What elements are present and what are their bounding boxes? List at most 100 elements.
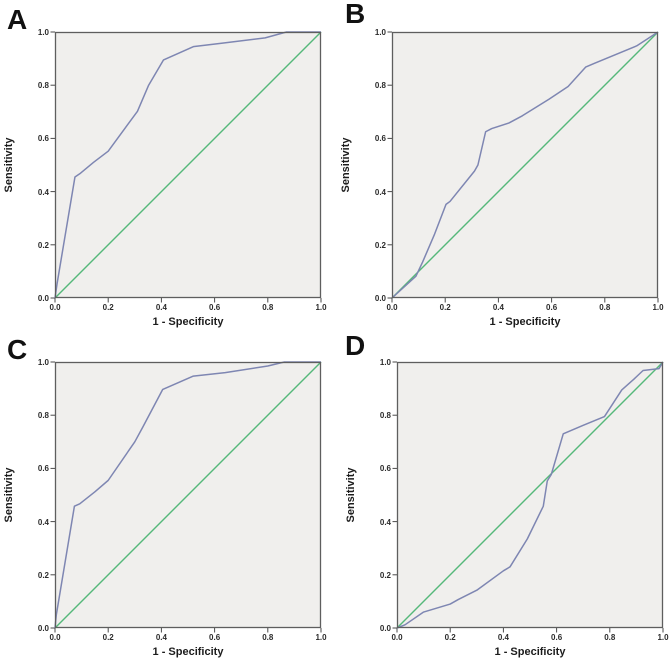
axis-tick-marks — [387, 31, 659, 303]
y-axis-ticks: 0.0 0.2 0.4 0.6 0.8 1.0 — [363, 358, 391, 633]
y-tick-label: 1.0 — [37, 28, 49, 37]
y-tick-label: 0.6 — [37, 134, 49, 144]
y-axis-title-text: Sensitivity — [345, 467, 357, 523]
panel-label: C — [7, 334, 28, 365]
x-axis-ticks: 0.0 0.2 0.4 0.6 0.8 1.0 — [386, 303, 663, 315]
y-axis-ticks: 0.0 0.2 0.4 0.6 0.8 1.0 — [358, 28, 386, 303]
y-tick-label: 0.0 — [37, 294, 49, 303]
x-tick-label: 0.0 — [49, 633, 61, 642]
roc-plot-svg — [50, 361, 322, 633]
y-axis-title: Sensitivity — [0, 362, 19, 628]
y-tick-label: 0.6 — [37, 464, 49, 474]
y-tick-label: 0.4 — [379, 517, 391, 527]
y-axis-title: Sensitivity — [341, 362, 361, 628]
x-tick-label: 0.4 — [155, 303, 167, 312]
x-tick-label: 0.4 — [497, 633, 509, 642]
x-tick-label: 0.2 — [444, 633, 456, 642]
x-axis-title: 1 - Specificity — [152, 646, 224, 658]
x-tick-label: 0.8 — [604, 633, 616, 642]
y-tick-label: 0.2 — [379, 570, 391, 580]
x-tick-label: 0.6 — [551, 633, 563, 642]
panel-label: A — [7, 4, 28, 35]
y-tick-label: 1.0 — [379, 358, 391, 367]
reference-line — [396, 361, 664, 629]
x-axis-ticks: 0.0 0.2 0.4 0.6 0.8 1.0 — [391, 633, 668, 645]
y-tick-label: 0.6 — [374, 134, 386, 144]
panel-a: A 0.0 0.2 0.4 0.6 0.8 1.0 0.0 0.2 0.4 0.6 0.8 1.0 … — [0, 0, 335, 330]
plot-frame — [54, 361, 322, 629]
reference-line — [54, 31, 322, 299]
x-tick-label: 0.2 — [102, 303, 114, 312]
y-tick-label: 0.8 — [37, 81, 49, 91]
roc-plot-svg — [392, 361, 664, 633]
axis-tick-marks — [392, 361, 664, 633]
x-tick-label: 0.0 — [49, 303, 61, 312]
y-tick-label: 0.8 — [379, 411, 391, 421]
y-tick-label: 0.6 — [379, 464, 391, 474]
plot-frame — [54, 31, 322, 299]
reference-line — [391, 31, 659, 299]
x-tick-label: 0.2 — [102, 633, 114, 642]
y-tick-label: 0.4 — [374, 187, 386, 197]
x-tick-label: 0.0 — [391, 633, 403, 642]
plot-frame — [396, 361, 664, 629]
axis-tick-marks — [50, 361, 322, 633]
x-tick-label: 0.6 — [546, 303, 558, 312]
x-tick-label: 0.4 — [155, 633, 167, 642]
y-tick-label: 0.0 — [374, 294, 386, 303]
x-axis-title: 1 - Specificity — [494, 646, 566, 658]
y-tick-label: 1.0 — [374, 28, 386, 37]
x-axis-ticks: 0.0 0.2 0.4 0.6 0.8 1.0 — [49, 303, 326, 315]
x-tick-label: 1.0 — [315, 633, 327, 642]
x-tick-label: 0.0 — [386, 303, 398, 312]
y-tick-label: 0.8 — [37, 411, 49, 421]
panel-label: D — [345, 330, 366, 361]
plot-area: 0.0 0.2 0.4 0.6 0.8 1.0 0.0 0.2 0.4 0.6 0.8 1.0 1 … — [345, 358, 669, 658]
plot-frame — [391, 31, 659, 299]
roc-curve — [396, 361, 664, 629]
x-tick-label: 1.0 — [652, 303, 664, 312]
x-tick-label: 0.8 — [262, 303, 274, 312]
reference-line — [54, 361, 322, 629]
roc-curve — [391, 31, 659, 299]
y-tick-label: 0.8 — [374, 81, 386, 91]
roc-plot-svg — [387, 31, 659, 303]
plot-area: 0.0 0.2 0.4 0.6 0.8 1.0 0.0 0.2 0.4 0.6 0.8 1.0 1 … — [3, 28, 327, 328]
plot-area: 0.0 0.2 0.4 0.6 0.8 1.0 0.0 0.2 0.4 0.6 0.8 1.0 1 … — [3, 358, 327, 658]
y-axis-title-text: Sensitivity — [340, 137, 352, 193]
roc-plot-svg — [50, 31, 322, 303]
y-axis-title-text: Sensitivity — [3, 137, 15, 193]
y-tick-label: 1.0 — [37, 358, 49, 367]
x-axis-title: 1 - Specificity — [152, 316, 224, 328]
y-tick-label: 0.2 — [374, 240, 386, 250]
axis-tick-marks — [50, 31, 322, 303]
x-axis-title: 1 - Specificity — [489, 316, 561, 328]
y-tick-label: 0.2 — [37, 570, 49, 580]
y-tick-label: 0.4 — [37, 187, 49, 197]
y-axis-title-text: Sensitivity — [3, 467, 15, 523]
x-tick-label: 0.8 — [599, 303, 611, 312]
y-tick-label: 0.2 — [37, 240, 49, 250]
y-axis-ticks: 0.0 0.2 0.4 0.6 0.8 1.0 — [21, 28, 49, 303]
x-tick-label: 1.0 — [657, 633, 669, 642]
roc-curve — [54, 31, 321, 299]
panel-label: B — [345, 0, 366, 29]
y-tick-label: 0.0 — [37, 624, 49, 633]
roc-curve — [54, 361, 321, 629]
y-axis-title: Sensitivity — [336, 32, 356, 298]
panel-d: D 0.0 0.2 0.4 0.6 0.8 1.0 0.0 0.2 0.4 0.6 0.8 1.0 … — [335, 330, 671, 662]
panel-c: C 0.0 0.2 0.4 0.6 0.8 1.0 0.0 0.2 0.4 0.6 0.8 1.0 … — [0, 330, 335, 662]
y-axis-ticks: 0.0 0.2 0.4 0.6 0.8 1.0 — [21, 358, 49, 633]
y-tick-label: 0.0 — [379, 624, 391, 633]
x-axis-ticks: 0.0 0.2 0.4 0.6 0.8 1.0 — [49, 633, 326, 645]
y-axis-title: Sensitivity — [0, 32, 19, 298]
x-tick-label: 1.0 — [315, 303, 327, 312]
x-tick-label: 0.4 — [492, 303, 504, 312]
x-tick-label: 0.2 — [439, 303, 451, 312]
x-tick-label: 0.6 — [209, 633, 221, 642]
plot-area: 0.0 0.2 0.4 0.6 0.8 1.0 0.0 0.2 0.4 0.6 0.8 1.0 1 … — [340, 28, 664, 328]
x-tick-label: 0.6 — [209, 303, 221, 312]
x-tick-label: 0.8 — [262, 633, 274, 642]
y-tick-label: 0.4 — [37, 517, 49, 527]
